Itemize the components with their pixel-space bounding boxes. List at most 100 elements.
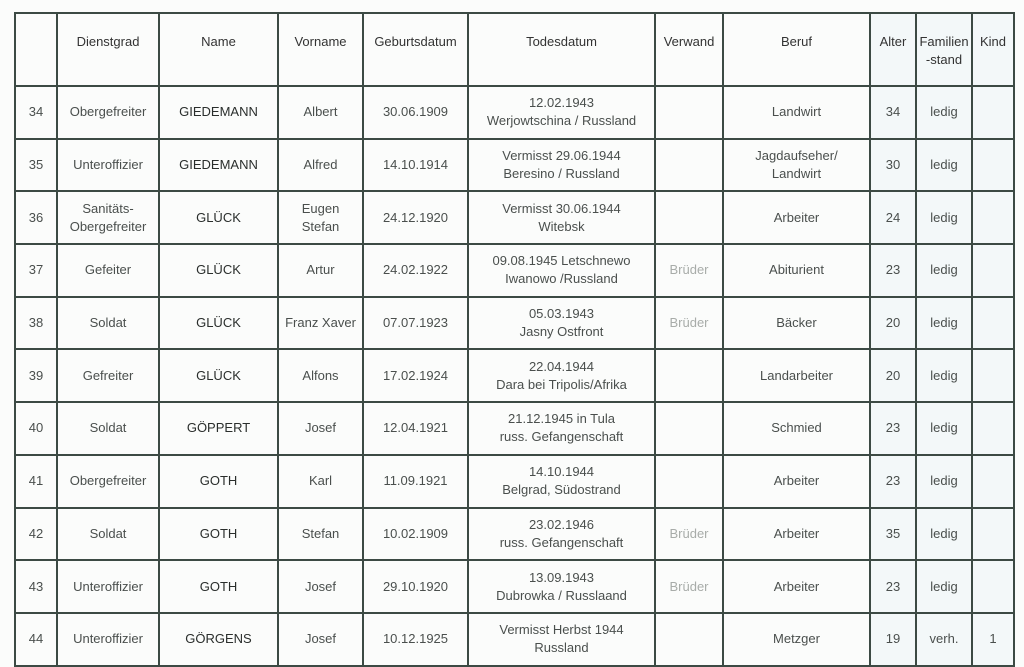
todesdatum-line: 22.04.1944 (528, 358, 595, 374)
cell-familienstand: ledig (915, 506, 973, 562)
cell-familienstand: ledig (915, 348, 973, 404)
cell-beruf: Bäcker (722, 295, 871, 351)
cell-beruf: Arbeiter (722, 190, 871, 246)
todesdatum-line: Dara bei Tripolis/Afrika (496, 376, 627, 392)
cell-todesdatum: 23.02.1946 russ. Gefangenschaft (467, 506, 656, 562)
cell-todesdatum: 22.04.1944 Dara bei Tripolis/Afrika (467, 348, 656, 404)
cell-name: GIEDEMANN (158, 137, 279, 193)
cell-alter: 23 (869, 559, 917, 614)
cell-dienstgrad: Unteroffizier (56, 137, 160, 193)
cell-dienstgrad: Soldat (56, 506, 160, 562)
todesdatum-line: Iwanowo /Russland (505, 271, 618, 287)
cell-geburtsdatum: 24.12.1920 (362, 190, 469, 246)
cell-todesdatum: 21.12.1945 in Tula russ. Gefangenschaft (467, 401, 656, 456)
cell-name: GLÜCK (158, 348, 279, 404)
cell-geburtsdatum: 17.02.1924 (362, 348, 469, 404)
cell-beruf: Arbeiter (722, 559, 871, 614)
cell-verwand (654, 190, 724, 246)
column-header-kind: Kind (971, 12, 1015, 87)
cell-kind (971, 348, 1015, 404)
cell-nr: 37 (14, 243, 58, 298)
cell-geburtsdatum: 11.09.1921 (362, 453, 469, 509)
cell-vorname: Karl (277, 453, 364, 509)
column-header-name: Name (158, 12, 279, 87)
cell-alter: 34 (869, 85, 917, 140)
cell-alter: 35 (869, 506, 917, 562)
cell-nr: 38 (14, 295, 58, 351)
cell-geburtsdatum: 24.02.1922 (362, 243, 469, 298)
cell-dienstgrad: Soldat (56, 295, 160, 351)
column-header-dienstgrad: Dienstgrad (56, 12, 160, 87)
cell-verwand: Brüder (654, 243, 724, 298)
cell-verwand (654, 85, 724, 140)
cell-geburtsdatum: 10.02.1909 (362, 506, 469, 562)
todesdatum-line: Dubrowka / Russlaand (496, 587, 627, 603)
cell-todesdatum: 12.02.1943 Werjowtschina / Russland (467, 85, 656, 140)
cell-dienstgrad: Sanitäts- Obergefreiter (56, 190, 160, 246)
cell-alter: 30 (869, 137, 917, 193)
cell-todesdatum: Vermisst 30.06.1944 Witebsk (467, 190, 656, 246)
todesdatum-line: Jasny Ostfront (519, 324, 604, 340)
cell-geburtsdatum: 10.12.1925 (362, 611, 469, 667)
cell-name: GOTH (158, 506, 279, 562)
cell-nr: 34 (14, 85, 58, 140)
cell-dienstgrad: Soldat (56, 401, 160, 456)
cell-name: GÖPPERT (158, 401, 279, 456)
cell-kind (971, 243, 1015, 298)
table-row: 35 Unteroffizier GIEDEMANN Alfred 14.10.1914… (14, 137, 1015, 193)
cell-familienstand: ledig (915, 137, 973, 193)
cell-familienstand: ledig (915, 453, 973, 509)
cell-kind (971, 401, 1015, 456)
todesdatum-line: Beresino / Russland (503, 166, 620, 182)
column-header-verwand: Verwand (654, 12, 724, 87)
cell-dienstgrad: Obergefreiter (56, 85, 160, 140)
cell-name: GIEDEMANN (158, 85, 279, 140)
todesdatum-line: Werjowtschina / Russland (486, 113, 637, 129)
cell-verwand: Brüder (654, 506, 724, 562)
cell-vorname: Eugen Stefan (277, 190, 364, 246)
cell-nr: 39 (14, 348, 58, 404)
cell-vorname: Josef (277, 611, 364, 667)
cell-verwand: Brüder (654, 295, 724, 351)
column-header-todesdatum: Todesdatum (467, 12, 656, 87)
cell-beruf: Arbeiter (722, 453, 871, 509)
column-header-nr (14, 12, 58, 87)
cell-nr: 43 (14, 559, 58, 614)
cell-familienstand: ledig (915, 559, 973, 614)
cell-alter: 23 (869, 243, 917, 298)
todesdatum-line: Vermisst Herbst 1944 (499, 622, 624, 638)
cell-vorname: Franz Xaver (277, 295, 364, 351)
todesdatum-line: 13.09.1943 (528, 569, 595, 585)
cell-familienstand: ledig (915, 190, 973, 246)
todesdatum-line: 09.08.1945 Letschnewo (492, 253, 631, 269)
cell-familienstand: ledig (915, 295, 973, 351)
table-row: 34 Obergefreiter GIEDEMANN Albert 30.06.1909… (14, 85, 1015, 140)
cell-alter: 24 (869, 190, 917, 246)
cell-dienstgrad: Unteroffizier (56, 611, 160, 667)
todesdatum-line: Belgrad, Südostrand (502, 482, 621, 498)
todesdatum-line: 23.02.1946 (528, 516, 595, 532)
todesdatum-line: Vermisst 29.06.1944 (502, 148, 621, 164)
cell-verwand (654, 611, 724, 667)
cell-beruf: Landarbeiter (722, 348, 871, 404)
cell-verwand: Brüder (654, 559, 724, 614)
cell-beruf: Metzger (722, 611, 871, 667)
table-row: 41 Obergefreiter GOTH Karl 11.09.1921 14.10.1… (14, 453, 1015, 509)
column-header-beruf: Beruf (722, 12, 871, 87)
table-row: 40 Soldat GÖPPERT Josef 12.04.1921 21.12.1945… (14, 401, 1015, 456)
cell-kind (971, 506, 1015, 562)
table-row: 37 Gefeiter GLÜCK Artur 24.02.1922 09.08.1945… (14, 243, 1015, 298)
table-row: 42 Soldat GOTH Stefan 10.02.1909 23.02.1946 ru… (14, 506, 1015, 562)
todesdatum-line: russ. Gefangenschaft (499, 534, 624, 550)
cell-todesdatum: Vermisst 29.06.1944 Beresino / Russland (467, 137, 656, 193)
cell-kind: 1 (971, 611, 1015, 667)
todesdatum-line: 14.10.1944 (528, 464, 595, 480)
cell-name: GLÜCK (158, 243, 279, 298)
cell-verwand (654, 453, 724, 509)
cell-nr: 36 (14, 190, 58, 246)
column-header-vorname: Vorname (277, 12, 364, 87)
cell-vorname: Josef (277, 559, 364, 614)
cell-familienstand: ledig (915, 401, 973, 456)
todesdatum-line: 05.03.1943 (528, 306, 595, 322)
table-row: 43 Unteroffizier GOTH Josef 29.10.1920 13.09.… (14, 559, 1015, 614)
